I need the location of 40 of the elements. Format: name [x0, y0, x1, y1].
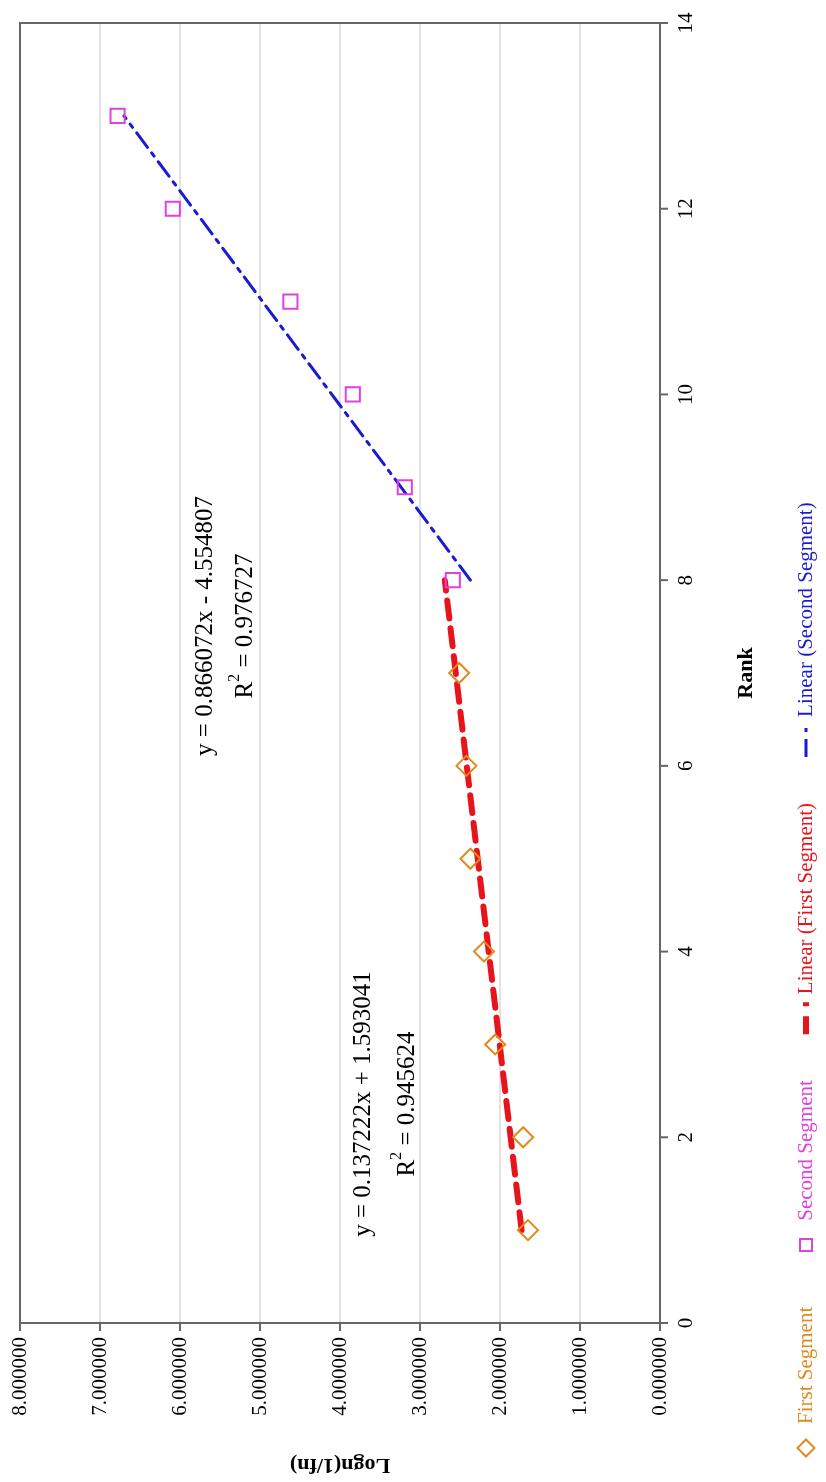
x-tick-label: 1.000000 [566, 1337, 591, 1416]
point [282, 293, 299, 310]
text: Linear (First Segment) [792, 802, 817, 995]
y-tick-label: 10 [672, 383, 697, 405]
annotation: R2 = 0.976727 [225, 553, 257, 699]
point [444, 572, 461, 589]
x-axis-title: Logn(1/fn) [289, 1454, 391, 1480]
point [459, 847, 482, 870]
y-tick-label: 2 [672, 1132, 697, 1143]
x-tick-label: 4.000000 [326, 1337, 351, 1416]
point [517, 1219, 539, 1242]
point [473, 940, 495, 963]
x-tick-label: 6.000000 [166, 1337, 191, 1416]
point [109, 107, 126, 124]
y-tick-label: 6 [672, 760, 697, 772]
annotation: y = 0.137222x + 1.593041 [347, 971, 375, 1237]
point [396, 479, 413, 496]
y-axis-title: Rank [731, 646, 757, 699]
point [455, 754, 478, 777]
text: Second Segment [792, 1080, 817, 1221]
x-tick-label: 8.000000 [6, 1337, 31, 1416]
text: First Segment [792, 1306, 817, 1424]
y-tick-label: 14 [672, 12, 697, 34]
text: Linear (Second Segment) [792, 502, 817, 717]
annotation: R2 = 0.945624 [387, 1030, 419, 1177]
point [448, 662, 471, 684]
point [344, 386, 361, 403]
y-tick-label: 4 [672, 945, 697, 957]
y-tick-label: 12 [672, 198, 697, 220]
x-tick-label: 3.000000 [406, 1337, 431, 1416]
point [164, 200, 181, 217]
x-tick-label: 0.000000 [646, 1337, 671, 1416]
point [512, 1126, 535, 1149]
point [484, 1033, 507, 1056]
x-tick-label: 2.000000 [486, 1337, 511, 1416]
x-tick-label: 5.000000 [246, 1337, 271, 1416]
y-tick-label: 0 [672, 1317, 697, 1329]
y-tick-label: 8 [672, 574, 697, 586]
annotation: y = 0.866072x - 4.554807 [189, 496, 217, 756]
x-tick-label: 7.000000 [86, 1337, 111, 1416]
